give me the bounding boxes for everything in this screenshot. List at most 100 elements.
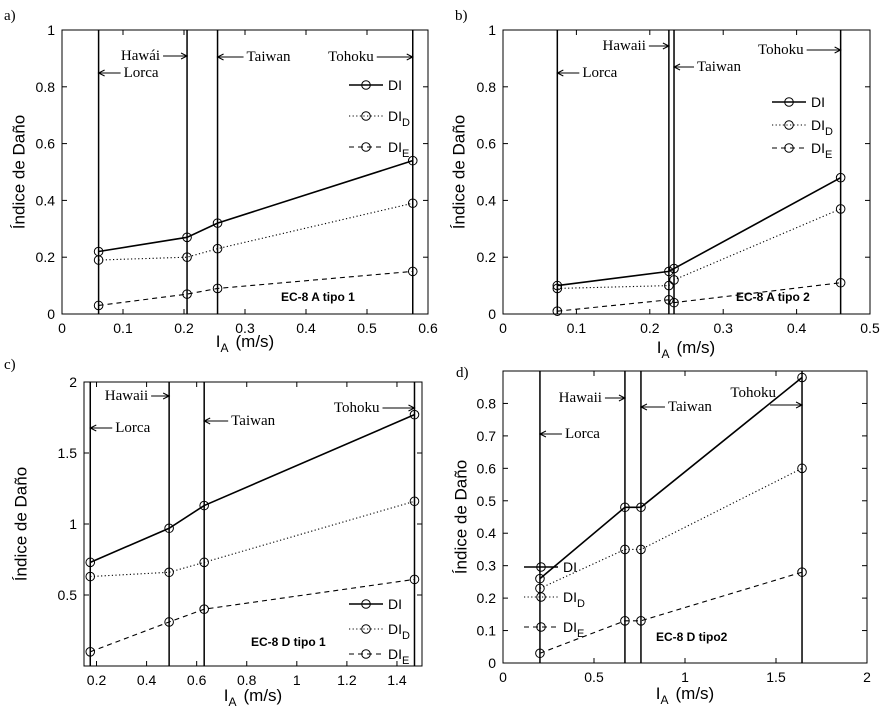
panel-b-event-label-taiwan: Taiwan <box>697 59 741 75</box>
panel-d-event-arrow-tohoku <box>770 401 804 409</box>
panel-a-event-arrow-tohoku <box>376 53 414 61</box>
panel-c-di-d-line <box>90 500 415 578</box>
panel-a-ytick-label: 0.2 <box>36 249 56 265</box>
panel-c-di-e-point-hawaii <box>164 617 174 627</box>
panel-a-xlabel: IA (m/s) <box>216 332 274 355</box>
panel-d-di-line <box>539 376 803 580</box>
panel-d-xlabel-symbol: I <box>656 684 661 703</box>
panel-b-xtick-label: 0.3 <box>713 320 733 336</box>
panel-b-xtick-label: 0.1 <box>567 320 587 336</box>
panel-d-di-e-point-lorca <box>535 648 545 659</box>
panel-d-chart: d) 0 0.5 1 1.5 2 0 0.1 0.2 0.3 0.4 0.5 0.6 0.7 0.8 Lorc… <box>452 365 872 707</box>
panel-b-di-e-point-taiwan <box>669 297 679 308</box>
panel-c-ytick-label: 1 <box>69 516 77 532</box>
panel-b-di-point-lorca <box>552 280 563 291</box>
panel-b-xlabel: IA (m/s) <box>657 338 715 361</box>
panel-b-di-e-point-hawaii <box>664 295 674 305</box>
panel-c-event-label-tohoku: Tohoku <box>334 400 380 416</box>
panel-b-di-e-point-lorca <box>552 306 563 316</box>
panel-c-di-d-point-taiwan <box>199 557 209 568</box>
panel-b-ylabel: Índice de Daño <box>450 115 469 229</box>
panel-a-ytick-label: 0.8 <box>36 79 56 95</box>
panel-a-chart: a) 0 0.1 0.2 0.3 0.4 0.5 0.6 0 0.2 0.4 0.6 0.8 1 Lorca… <box>4 8 438 355</box>
panel-c-xlabel-symbol: I <box>224 686 229 705</box>
panel-c-xtick-label: 1.2 <box>337 672 357 688</box>
panel-a-di-point-taiwan <box>212 218 223 228</box>
panel-b-legend-entry-di: DI <box>811 94 825 110</box>
panel-c-xtick-label: 0.6 <box>187 672 207 688</box>
panel-b-xlabel-symbol: I <box>657 338 662 357</box>
panel-a-legend-entry-di-d: DID <box>388 108 410 129</box>
panel-b-ytick-label: 1 <box>488 22 496 38</box>
panel-d-legend-marker-di-e <box>536 622 546 632</box>
panel-c-di-d-point-lorca <box>85 571 96 582</box>
panel-c-event-label-taiwan: Taiwan <box>231 413 275 429</box>
panel-d-event-arrow-hawaii <box>604 394 627 402</box>
panel-d-di-e-point-tohoku <box>797 567 807 577</box>
panel-d-xlabel-sub: A <box>661 693 669 707</box>
panel-c-legend-name: DI <box>388 646 402 662</box>
panel-c-di-e-point-taiwan <box>199 604 209 615</box>
panel-d-xtick-label: 1.5 <box>766 669 786 685</box>
panel-d-legend-name: DI <box>563 619 577 635</box>
panel-c-event-label-hawaii: Hawaii <box>105 388 148 404</box>
panel-c-event-arrow-tohoku <box>382 404 416 412</box>
panel-d-legend-entry-di: DI <box>563 559 577 575</box>
panel-b-event-label-hawaii: Hawaii <box>603 38 646 54</box>
panel-b-legend-sub: D <box>825 126 833 138</box>
panel-a-di-point-tohoku <box>407 155 418 166</box>
panel-c-ytick-label: 0.5 <box>58 587 78 603</box>
panel-d-event-label-taiwan: Taiwan <box>668 399 712 415</box>
panel-d-ytick-label: 0.3 <box>477 558 497 574</box>
panel-a-di-e-point-hawaii <box>182 289 192 299</box>
panel-d-event-label-hawaii: Hawaii <box>559 390 602 406</box>
panel-b-di-point-tohoku <box>835 172 846 183</box>
panel-b-legend-name: DI <box>811 117 825 133</box>
panel-c-di-e-line <box>90 578 415 653</box>
panel-c-event-arrow-hawaii <box>151 392 171 400</box>
panel-c-ytick-label: 2 <box>69 374 77 390</box>
panel-d-legend-marker-di <box>536 562 546 572</box>
panel-c-xtick-label: 1.4 <box>387 672 407 688</box>
panel-d-xtick-label: 0.5 <box>584 669 604 685</box>
panel-d-di-e-point-taiwan <box>636 616 646 626</box>
panel-d-ytick-label: 0.8 <box>477 395 497 411</box>
panel-b-ytick-label: 0.2 <box>477 249 497 265</box>
panel-d-ytick-label: 0.2 <box>477 590 497 606</box>
panel-b-legend-entry-di-e: DIE <box>811 140 832 161</box>
panel-c-legend-sub: D <box>402 630 410 642</box>
panel-b-legend-name: DI <box>811 140 825 156</box>
panel-c-legend-entry-di: DI <box>388 596 402 612</box>
panel-d-di-d-point-taiwan <box>636 544 646 555</box>
panel-b-label: b) <box>455 8 468 24</box>
panel-c-annotation: EC-8 D tipo 1 <box>251 635 326 649</box>
panel-a-di-d-point-hawaii <box>182 252 192 263</box>
panel-b-xtick-label: 0.4 <box>787 320 807 336</box>
panel-d-legend-marker-di-d <box>536 592 546 602</box>
panel-a-xtick-label: 0 <box>58 320 66 336</box>
panel-c-legend-entry-di-d: DID <box>388 621 410 642</box>
panel-c-legend-sub: E <box>402 655 409 667</box>
panel-d-ylabel: Índice de Daño <box>452 460 471 574</box>
panel-b-di-point-hawaii <box>664 266 674 277</box>
panel-c-di-d-point-tohoku <box>409 496 420 507</box>
panel-a-xtick-label: 0.4 <box>296 320 316 336</box>
panel-a-di-d-point-tohoku <box>407 198 418 209</box>
panel-c-xlabel: IA (m/s) <box>224 686 282 709</box>
panel-a-xtick-label: 0.3 <box>235 320 255 336</box>
panel-d-di-d-point-hawaii <box>620 544 630 555</box>
panel-c-event-arrow-taiwan <box>203 417 229 425</box>
panel-b-xlabel-unit: (m/s) <box>677 338 716 357</box>
panel-b-ytick-label: 0.4 <box>477 192 497 208</box>
panel-b-legend-marker-di <box>784 97 794 107</box>
panel-c-legend-marker-di <box>361 599 371 609</box>
panel-a-legend-sub: E <box>402 148 409 160</box>
panel-c-di-e-point-lorca <box>85 647 96 657</box>
panel-b-axes-box <box>502 29 871 315</box>
panel-a-xtick-label: 0.1 <box>113 320 133 336</box>
panel-c-legend-entry-di-e: DIE <box>388 646 409 667</box>
panel-b-di-e-point-tohoku <box>835 277 846 288</box>
panel-d-di-d-point-tohoku <box>797 463 807 474</box>
panel-a-ytick-label: 0.4 <box>36 192 56 208</box>
panel-b-ytick-label: 0.8 <box>477 79 497 95</box>
